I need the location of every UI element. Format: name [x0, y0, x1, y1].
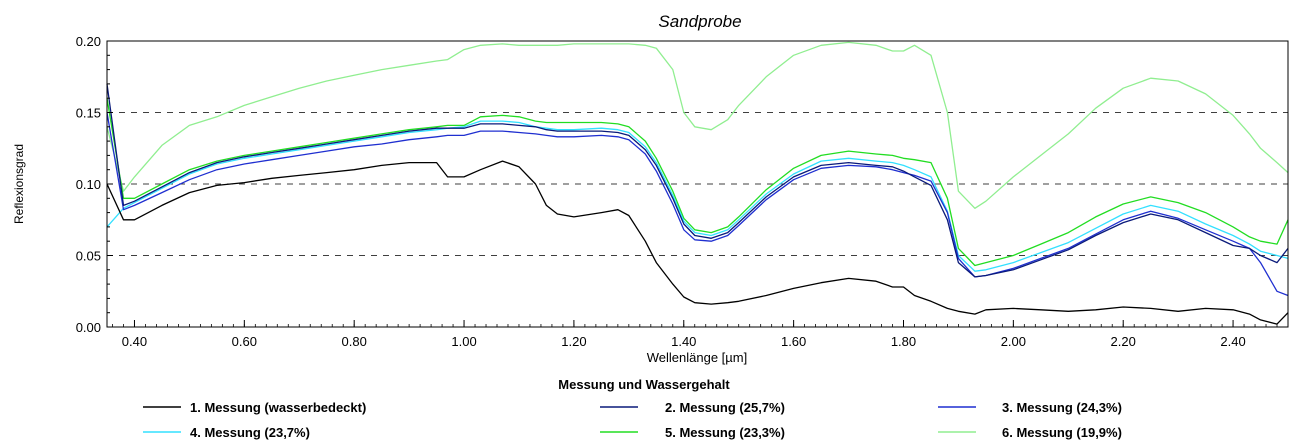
x-axis: 0.40 0.60 0.80 1.00 1.20 1.40 1.60 1.80 2.00 2.20… — [112, 320, 1289, 349]
legend-label: 3. Messung (24,3%) — [1002, 400, 1122, 415]
legend-label: 6. Messung (19,9%) — [1002, 425, 1122, 440]
grid-lines — [107, 112, 1288, 256]
x-tick-label: 1.40 — [671, 334, 696, 349]
y-tick-label: 0.20 — [76, 34, 101, 49]
y-tick-label: 0.15 — [76, 106, 101, 121]
x-tick-label: 2.00 — [1001, 334, 1026, 349]
x-tick-label: 0.40 — [122, 334, 147, 349]
x-tick-label: 1.80 — [891, 334, 916, 349]
series-line — [106, 120, 1289, 272]
x-tick-label: 0.60 — [232, 334, 257, 349]
x-tick-label: 2.20 — [1111, 334, 1136, 349]
y-tick-label: 0.10 — [76, 177, 101, 192]
legend-label: 1. Messung (wasserbedeckt) — [190, 400, 366, 415]
x-tick-label: 1.60 — [781, 334, 806, 349]
legend-label: 2. Messung (25,7%) — [665, 400, 785, 415]
series-line — [106, 41, 1289, 209]
legend: 1. Messung (wasserbedeckt) 2. Messung (25… — [143, 400, 1122, 440]
x-tick-label: 0.80 — [342, 334, 367, 349]
legend-label: 4. Messung (23,7%) — [190, 425, 310, 440]
legend-label: 5. Messung (23,3%) — [665, 425, 785, 440]
series-line — [106, 112, 1289, 297]
series-line — [106, 98, 1289, 267]
y-tick-label: 0.00 — [76, 320, 101, 335]
series-line — [106, 83, 1289, 278]
series-line — [106, 160, 1289, 325]
legend-title: Messung und Wassergehalt — [558, 377, 730, 392]
plot-area — [106, 41, 1289, 325]
y-axis-label: Reflexionsgrad — [12, 144, 26, 224]
x-tick-label: 1.00 — [451, 334, 476, 349]
x-tick-label: 1.20 — [561, 334, 586, 349]
y-axis: 0.00 0.05 0.10 0.15 0.20 — [76, 34, 113, 335]
chart-title: Sandprobe — [658, 12, 741, 31]
x-tick-label: 2.40 — [1220, 334, 1245, 349]
x-axis-label: Wellenlänge [µm] — [647, 350, 747, 365]
y-tick-label: 0.05 — [76, 249, 101, 264]
